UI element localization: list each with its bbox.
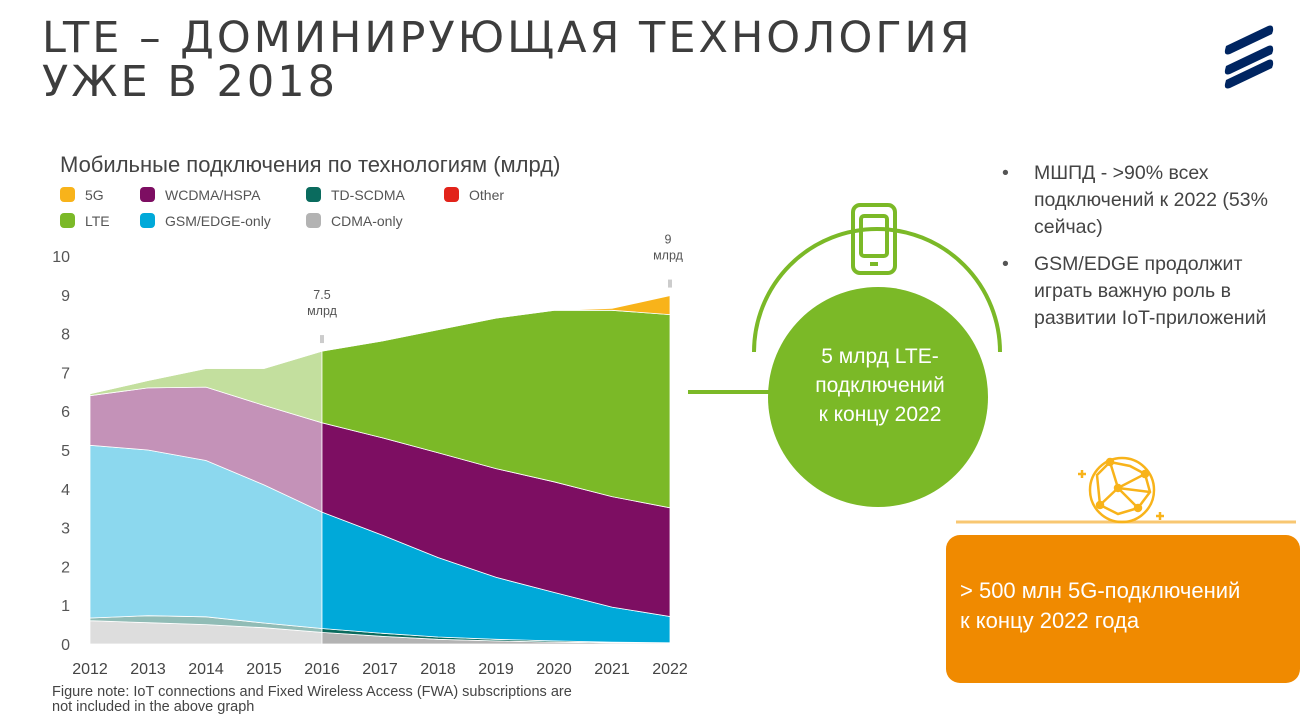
bullet-list: МШПД - >90% всех подключений к 2022 (53%… xyxy=(1000,160,1300,342)
chart-title: Мобильные подключения по технологиям (мл… xyxy=(60,152,561,177)
stacked-area-chart: 0 1 2 3 4 5 6 7 8 9 10 2012 2013 2014 2015 2016 2017 2018… xyxy=(52,233,688,678)
x-tick-label: 2020 xyxy=(536,661,572,678)
globe-network-icon xyxy=(1078,456,1164,524)
annotation-label: 7.5 xyxy=(313,288,330,302)
chart-legend: 5G WCDMA/HSPA TD-SCDMA Other LTE GSM/EDG… xyxy=(60,187,660,235)
ericsson-logo-icon xyxy=(1224,25,1274,89)
y-tick-label: 6 xyxy=(61,404,70,421)
y-tick-label: 3 xyxy=(61,521,70,538)
area-5g-forecast xyxy=(321,295,671,352)
bullet-item: МШПД - >90% всех подключений к 2022 (53%… xyxy=(1000,160,1300,241)
figure-note-line1: Figure note: IoT connections and Fixed W… xyxy=(52,684,572,700)
legend-swatch xyxy=(306,213,321,228)
legend-swatch xyxy=(140,187,155,202)
5g-callout-box xyxy=(946,535,1300,683)
5g-callout-line1: > 500 млн 5G-подключений xyxy=(960,578,1241,603)
legend-label: CDMA-only xyxy=(331,213,403,229)
x-tick-label: 2021 xyxy=(594,661,630,678)
slide-title-line1: LTE – ДОМИНИРУЮЩАЯ ТЕХНОЛОГИЯ xyxy=(42,13,973,63)
legend-label: LTE xyxy=(85,213,110,229)
y-tick-label: 5 xyxy=(61,443,70,460)
smartphone-icon xyxy=(851,203,897,275)
slide-title: LTE – ДОМИНИРУЮЩАЯ ТЕХНОЛОГИЯ УЖЕ В 2018 xyxy=(42,16,1142,104)
x-tick-label: 2013 xyxy=(130,661,166,678)
y-tick-label: 1 xyxy=(61,598,70,615)
y-tick-label: 10 xyxy=(52,249,70,266)
x-tick-label: 2022 xyxy=(652,661,688,678)
legend-label: TD-SCDMA xyxy=(331,187,405,203)
lte-callout-line2: подключений xyxy=(815,374,945,397)
bullet-item: GSM/EDGE продолжит играть важную роль в … xyxy=(1000,251,1300,332)
annotation-label: млрд xyxy=(307,304,338,318)
figure-note: Figure note: IoT connections and Fixed W… xyxy=(52,685,692,715)
x-tick-label: 2014 xyxy=(188,661,224,678)
lte-callout-line1: 5 млрд LTE- xyxy=(821,345,939,368)
legend-item-gsm: GSM/EDGE-only xyxy=(140,213,271,229)
5g-callout-line2: к концу 2022 года xyxy=(960,608,1140,633)
legend-swatch xyxy=(306,187,321,202)
y-tick-label: 7 xyxy=(61,365,70,382)
x-tick-label: 2012 xyxy=(72,661,108,678)
legend-label: Other xyxy=(469,187,505,203)
legend-item-lte: LTE xyxy=(60,213,110,229)
legend-label: GSM/EDGE-only xyxy=(165,213,271,229)
y-tick-label: 2 xyxy=(61,559,70,576)
legend-swatch xyxy=(60,187,75,202)
x-tick-label: 2016 xyxy=(304,661,340,678)
y-tick-label: 4 xyxy=(61,482,70,499)
legend-item-5g: 5G xyxy=(60,187,104,203)
slide-title-line2: УЖЕ В 2018 xyxy=(42,57,338,107)
legend-item-cdma: CDMA-only xyxy=(306,213,403,229)
y-tick-label: 8 xyxy=(61,327,70,344)
legend-swatch xyxy=(444,187,459,202)
lte-callout-line3: к концу 2022 xyxy=(818,403,942,426)
legend-label: 5G xyxy=(85,187,104,203)
figure-note-line2: not included in the above graph xyxy=(52,699,255,715)
lte-arc xyxy=(752,227,1002,353)
legend-item-other: Other xyxy=(444,187,504,203)
annotation-label: 9 xyxy=(665,233,672,247)
x-tick-label: 2015 xyxy=(246,661,282,678)
annotation-label: млрд xyxy=(653,249,684,263)
5g-callout-text: > 500 млн 5G-подключений к концу 2022 го… xyxy=(960,576,1300,636)
lte-callout-text: 5 млрд LTE- подключений к концу 2022 xyxy=(770,342,990,429)
y-tick-label: 9 xyxy=(61,288,70,305)
legend-item-wcdma: WCDMA/HSPA xyxy=(140,187,260,203)
legend-swatch xyxy=(140,213,155,228)
x-tick-label: 2017 xyxy=(362,661,398,678)
x-tick-label: 2018 xyxy=(420,661,456,678)
x-tick-label: 2019 xyxy=(478,661,514,678)
y-tick-label: 0 xyxy=(61,637,70,654)
legend-label: WCDMA/HSPA xyxy=(165,187,261,203)
legend-item-td-scdma: TD-SCDMA xyxy=(306,187,405,203)
legend-swatch xyxy=(60,213,75,228)
